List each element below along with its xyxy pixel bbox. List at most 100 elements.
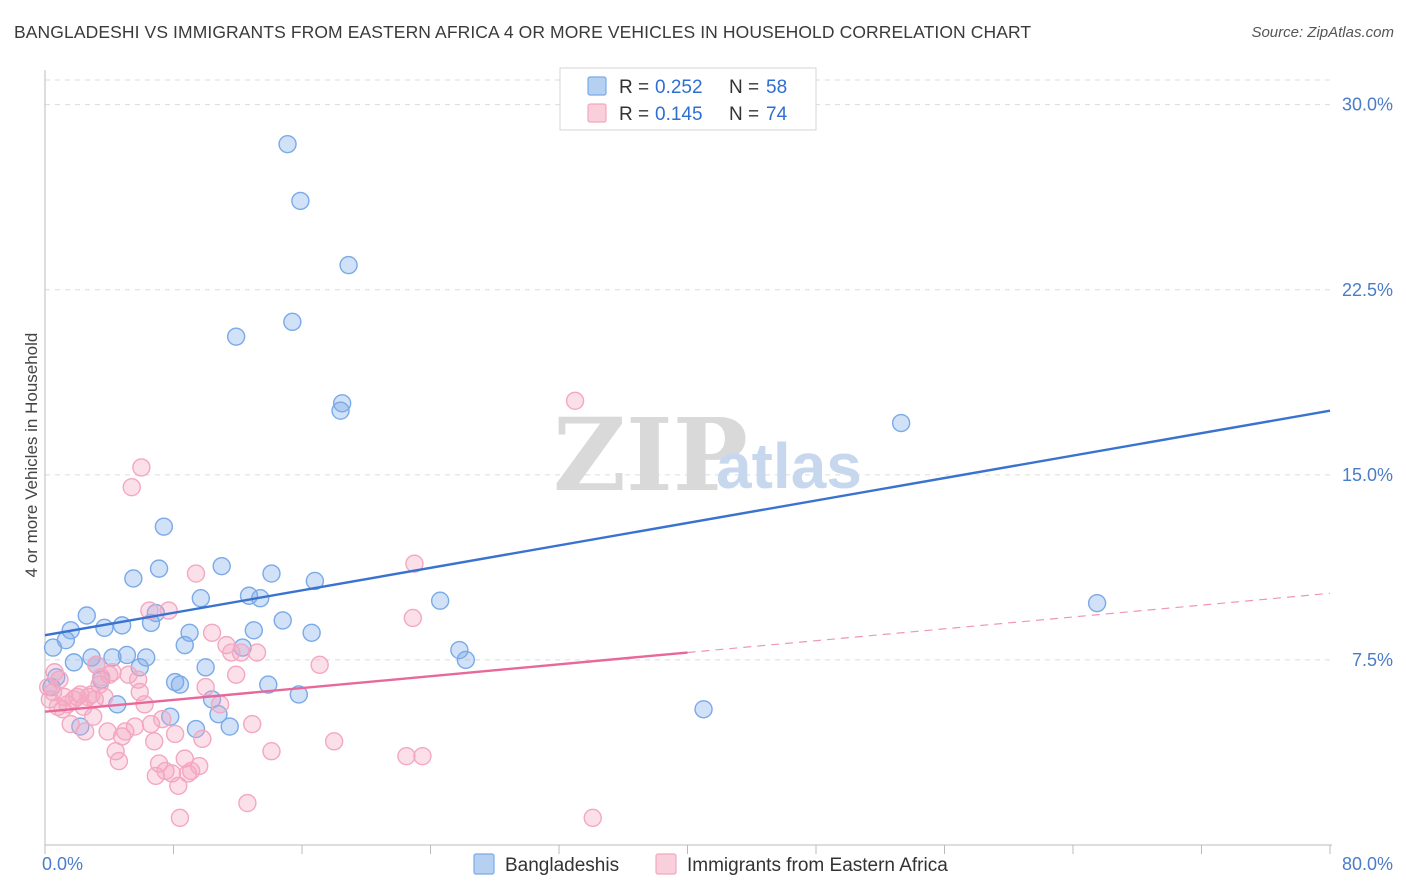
data-point (278, 134, 297, 154)
source-label: Source: ZipAtlas.com (1251, 24, 1394, 41)
legend-swatch-0 (587, 76, 607, 96)
chart-title: BANGLADESHI VS IMMIGRANTS FROM EASTERN A… (14, 22, 1032, 42)
legend: R = 0.252 N = 58 R = 0.145 N = 74 (559, 67, 817, 131)
data-point (222, 643, 241, 662)
data-point (132, 458, 151, 477)
data-point (169, 776, 188, 795)
data-point (289, 685, 308, 704)
data-point (247, 643, 267, 662)
data-point (189, 756, 209, 776)
data-point (112, 727, 132, 746)
watermark: ZIP atlas (553, 396, 862, 514)
legend-n-value: 74 (766, 104, 788, 125)
data-point (153, 709, 172, 729)
data-point (186, 719, 206, 739)
data-point (83, 707, 103, 726)
data-point (165, 672, 185, 692)
x-tick-label: 0.0% (42, 854, 83, 874)
data-point (191, 589, 211, 608)
grid-lines (45, 79, 1330, 661)
legend-swatch-1 (587, 103, 607, 123)
data-point (100, 665, 119, 684)
data-point (226, 327, 246, 346)
data-point (238, 793, 257, 813)
series-bangladeshis-points (42, 134, 1107, 739)
data-point (196, 677, 215, 697)
legend-r-value: 0.145 (655, 104, 703, 125)
data-point (456, 650, 476, 670)
data-point (244, 621, 264, 640)
data-point (122, 477, 141, 497)
data-point (141, 714, 161, 734)
legend-r-label: R = (619, 77, 649, 98)
data-point (103, 648, 122, 667)
data-point (262, 742, 281, 761)
y-tick-labels: 7.5% 15.0% 22.5% 30.0% (1342, 95, 1393, 670)
y-tick-label: 30.0% (1342, 95, 1393, 115)
x-tick-labels: 0.0% 80.0% (42, 854, 1393, 874)
axes (44, 70, 1332, 854)
data-point (565, 391, 585, 411)
data-point (450, 640, 469, 660)
data-point (170, 675, 190, 694)
y-tick-label: 7.5% (1352, 650, 1393, 670)
y-axis-label: 4 or more Vehicles in Household (22, 333, 41, 578)
data-point (116, 722, 135, 741)
data-point (85, 690, 104, 709)
bottom-legend-swatch-0 (473, 853, 495, 875)
data-point (170, 808, 190, 828)
data-point (117, 645, 137, 665)
data-point (310, 655, 329, 675)
trend-line-solid-1 (44, 651, 688, 713)
data-point (135, 695, 154, 714)
data-point (186, 564, 206, 583)
y-tick-label: 15.0% (1342, 465, 1393, 485)
trend-line-0 (44, 409, 1331, 637)
series-eastern-africa-points (39, 391, 602, 828)
data-point (302, 623, 321, 642)
bottom-legend: Bangladeshis Immigrants from Eastern Afri… (473, 853, 948, 876)
data-point (339, 255, 358, 275)
data-point (125, 717, 145, 736)
data-point (403, 608, 423, 628)
data-point (226, 665, 246, 684)
data-point (430, 591, 450, 610)
data-point (112, 616, 132, 635)
data-point (103, 663, 122, 682)
data-point (140, 601, 159, 620)
data-point (61, 714, 80, 734)
watermark-atlas: atlas (716, 430, 862, 502)
data-point (259, 675, 278, 694)
data-point (109, 751, 129, 771)
data-point (331, 401, 350, 420)
data-point (324, 732, 344, 751)
data-point (405, 554, 424, 573)
legend-r-label: R = (619, 104, 649, 125)
data-point (210, 695, 230, 714)
data-point (891, 413, 911, 433)
data-point (145, 732, 164, 751)
data-point (75, 722, 95, 741)
data-point (64, 653, 84, 672)
data-point (583, 808, 602, 828)
data-point (154, 517, 174, 536)
legend-n-label: N = (729, 104, 759, 125)
data-point (262, 564, 281, 583)
data-point (291, 191, 310, 211)
data-point (332, 394, 352, 413)
bottom-legend-swatch-1 (655, 853, 677, 875)
trend-line-dashed-1 (687, 592, 1331, 654)
data-point (165, 724, 185, 744)
data-point (95, 618, 114, 638)
y-tick-label: 22.5% (1342, 280, 1393, 300)
data-point (273, 611, 292, 630)
legend-n-value: 58 (766, 77, 787, 98)
bottom-legend-label-1: Immigrants from Eastern Africa (687, 855, 948, 876)
data-point (149, 754, 169, 773)
data-point (283, 312, 302, 332)
data-point (305, 571, 325, 591)
data-point (1087, 593, 1107, 613)
legend-n-label: N = (729, 77, 759, 98)
data-point (193, 729, 212, 749)
data-point (231, 643, 251, 662)
